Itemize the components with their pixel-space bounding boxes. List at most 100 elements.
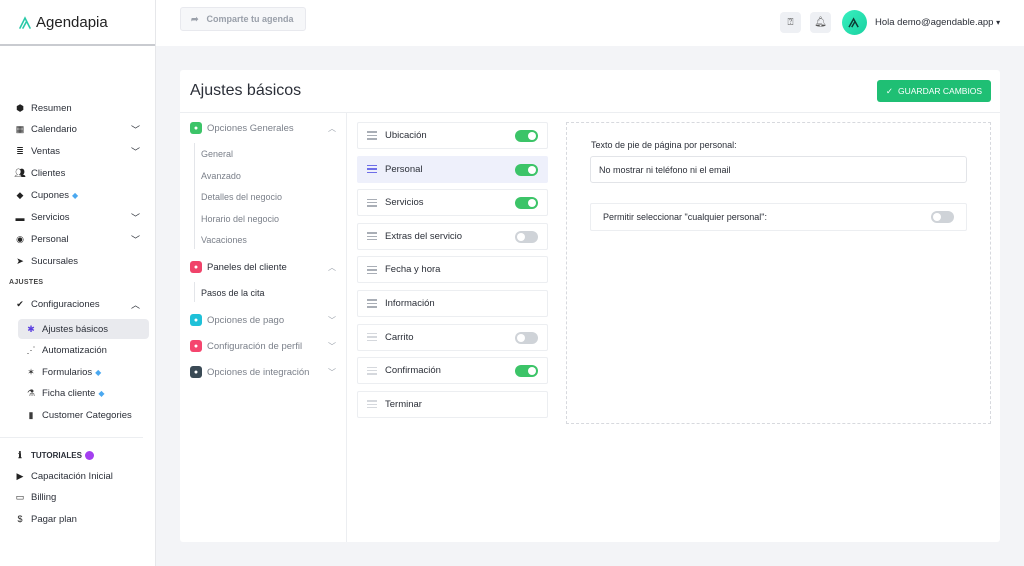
any-staff-row: Permitir seleccionar "cualquier personal… [590,203,967,231]
step-toggle[interactable] [515,163,538,176]
step-label: Carrito [385,331,414,343]
diamond-icon: ◆ [95,367,102,377]
general-group-icon: ● [190,122,202,134]
sidebar-item-ficha-cliente[interactable]: ⚗ Ficha cliente ◆ [18,384,149,404]
any-staff-toggle[interactable] [931,211,954,223]
drag-handle-icon[interactable] [367,297,377,309]
booking-step-2[interactable]: Servicios [357,189,548,217]
topbar: ➦ Comparte tu agenda ⍰ 🔔︎ Hola demo@agend… [156,0,1024,46]
help-button[interactable]: ⍰ [780,12,801,33]
settings-subitem[interactable]: Avanzado [201,170,241,181]
booking-step-7[interactable]: Confirmación [357,357,548,385]
sidebar-item-label: Sucursales [31,255,78,267]
settings-subitem[interactable]: Detalles del negocio [201,192,283,203]
footer-text-select[interactable]: No mostrar ni teléfono ni el email [590,156,967,183]
drag-handle-icon[interactable] [367,365,377,377]
booking-step-5[interactable]: Información [357,290,548,317]
drag-handle-icon[interactable] [367,163,377,175]
sidebar-item-label: TUTORIALES [31,450,82,460]
page-title: Ajustes básicos [190,82,302,99]
folder-icon: ▬ [15,212,25,223]
sidebar-item-ventas[interactable]: ≣ Ventas ﹀ [15,142,142,162]
settings-subitem[interactable]: General [201,149,234,159]
help-chat-icon: ⍰ [787,17,794,28]
chevron-up-icon: ︿ [328,262,336,272]
drag-handle-icon[interactable] [367,129,377,141]
step-settings-panel: Texto de pie de página por personal: No … [566,122,991,424]
sidebar: Agendapia ⬢ Resumen ▦ Calendario ﹀ ≣ Ventas ﹀ 👥︎… [0,0,156,566]
booking-step-6[interactable]: Carrito [357,323,548,351]
booking-step-3[interactable]: Extras del servicio [357,222,548,250]
sidebar-item-label: Ajustes básicos [42,323,109,335]
diamond-icon: ◆ [72,191,79,201]
sidebar-item-label: Customer Categories [42,409,132,421]
chevron-down-icon[interactable]: ﹀ [130,234,140,245]
chevron-down-icon[interactable]: ﹀ [130,147,140,158]
drag-handle-icon[interactable] [367,230,377,242]
agendapia-logo-icon [19,15,31,29]
booking-step-0[interactable]: Ubicación [357,122,548,149]
sidebar-item-formularios[interactable]: ✶ Formularios ◆ [18,362,149,382]
sidebar-item-ajustes-b-sicos[interactable]: ✱ Ajustes básicos [18,319,149,339]
booking-step-1[interactable]: Personal [357,155,548,183]
sidebar-item-cupones[interactable]: ◆ Cupones ◆ [15,186,142,206]
chevron-down-icon[interactable]: ﹀ [130,213,140,223]
chevron-down-icon[interactable]: ﹀ [130,125,140,136]
save-label: GUARDAR CAMBIOS [898,86,983,96]
group-label: Opciones Generales [207,122,294,134]
settings-group-pago[interactable]: ● Opciones de pago ﹀ [190,312,338,328]
brand-logo[interactable]: Agendapia [0,0,155,46]
settings-group-general[interactable]: ● Opciones Generales ︿ [190,120,338,136]
sidebar-item-calendario[interactable]: ▦ Calendario ﹀ [15,120,142,140]
group-label: Paneles del cliente [207,261,287,273]
perfil-group-icon: ● [190,340,202,352]
notifications-button[interactable]: 🔔︎ [810,12,831,33]
sidebar-item-capacitaci-n-inicial[interactable]: ▶ Capacitación Inicial [15,466,142,486]
sidebar-item-resumen[interactable]: ⬢ Resumen [15,98,142,118]
footer-text-label: Texto de pie de página por personal: [591,140,737,150]
sidebar-item-billing[interactable]: ▭ Billing [15,488,142,508]
sidebar-item-configuraciones[interactable]: ✔ Configuraciones ︿ [15,294,142,314]
section-label-ajustes: AJUSTES [9,279,44,286]
settings-group-integracion[interactable]: ● Opciones de integración ﹀ [190,364,338,380]
sidebar-item-clientes[interactable]: 👥︎ Clientes [14,164,142,184]
step-toggle[interactable] [515,365,538,378]
sidebar-item-personal[interactable]: ◉ Personal ﹀ [15,229,142,249]
save-button[interactable]: ✓ GUARDAR CAMBIOS [877,80,991,102]
drag-handle-icon[interactable] [367,264,377,276]
settings-subitem[interactable]: Horario del negocio [201,213,280,224]
step-toggle[interactable] [515,197,538,210]
chevron-up-icon[interactable]: ︿ [130,299,140,310]
calendar-icon: ▦ [15,124,25,135]
sidebar-item-label: Configuraciones [31,298,100,310]
settings-subitem[interactable]: Pasos de la cita [201,288,265,298]
sidebar-item-servicios[interactable]: ▬ Servicios ﹀ [15,208,142,228]
step-label: Confirmación [385,365,441,377]
sidebar-item-tutoriales[interactable]: ℹ TUTORIALES [15,445,142,465]
sidebar-item-sucursales[interactable]: ➤ Sucursales [15,251,142,271]
settings-group-paneles[interactable]: ● Paneles del cliente ︿ [190,259,338,275]
magic-icon: ✶ [27,366,35,377]
drag-handle-icon[interactable] [367,197,377,209]
booking-step-4[interactable]: Fecha y hora [357,256,548,284]
id-card-icon: ▮ [28,409,34,420]
sidebar-item-customer-categories[interactable]: ▮ Customer Categories [18,405,149,425]
play-icon: ▶ [16,470,24,481]
drag-handle-icon[interactable] [367,331,377,343]
step-toggle[interactable] [515,230,538,243]
share-icon: ➦ [191,13,199,24]
user-menu[interactable]: Hola demo@agendable.app ▾ [875,17,1000,28]
sidebar-item-label: Resumen [31,102,72,114]
tree-line [194,282,195,302]
step-toggle[interactable] [515,130,538,142]
settings-subitem[interactable]: Vacaciones [201,235,247,246]
drag-handle-icon[interactable] [367,398,377,410]
step-toggle[interactable] [515,331,538,344]
sidebar-item-pagar-plan[interactable]: $ Pagar plan [15,509,142,529]
sidebar-item-automatizaci-n[interactable]: ⋰ Automatización [18,341,149,361]
avatar[interactable] [842,10,867,35]
booking-step-8[interactable]: Terminar [357,390,548,418]
share-agenda-button[interactable]: ➦ Comparte tu agenda [180,7,306,31]
chevron-down-icon: ﹀ [328,315,336,325]
settings-group-perfil[interactable]: ● Configuración de perfil ﹀ [190,338,338,354]
